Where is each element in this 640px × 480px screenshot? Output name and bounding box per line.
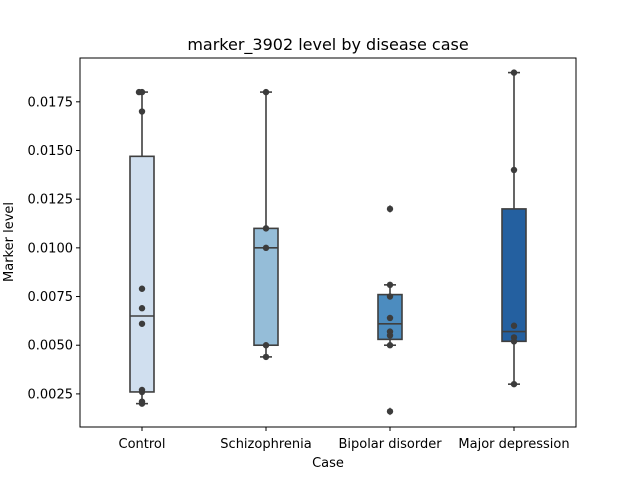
plot-frame xyxy=(79,57,577,428)
data-point xyxy=(386,342,394,349)
y-tick-label: 0.0175 xyxy=(28,95,74,110)
data-point xyxy=(138,320,146,327)
data-point xyxy=(135,88,143,96)
data-point xyxy=(510,322,518,329)
data-point xyxy=(138,400,146,407)
data-point xyxy=(262,244,270,252)
box-group-0 xyxy=(129,91,155,405)
y-tick-label: 0.0125 xyxy=(28,193,74,208)
data-point xyxy=(386,332,394,339)
data-point xyxy=(262,342,270,349)
box xyxy=(501,208,527,343)
y-tick-label: 0.0100 xyxy=(28,241,74,256)
data-point xyxy=(386,314,394,322)
data-point xyxy=(138,285,146,292)
y-tick-label: 0.0025 xyxy=(28,387,74,402)
data-point xyxy=(510,166,518,174)
x-axis: Control Schizophrenia Bipolar disorder Majo… xyxy=(119,427,570,452)
data-point xyxy=(138,108,146,115)
y-axis: 0.0025 0.0050 0.0075 0.0100 0.0125 0.0150 0.01… xyxy=(28,95,80,402)
y-axis-label: Marker level xyxy=(2,202,17,282)
data-point xyxy=(510,338,518,345)
y-tick-label: 0.0075 xyxy=(28,290,74,305)
data-point xyxy=(510,69,518,76)
data-point xyxy=(262,353,270,361)
x-axis-label: Case xyxy=(312,456,344,471)
x-tick-label: Control xyxy=(119,437,166,452)
data-point xyxy=(386,281,394,289)
plot-area xyxy=(129,69,527,416)
y-tick-label: 0.0050 xyxy=(28,339,74,354)
x-tick-label: Major depression xyxy=(458,437,569,452)
data-point xyxy=(510,380,518,388)
data-point xyxy=(138,305,146,312)
box xyxy=(129,155,155,393)
data-point xyxy=(386,205,394,213)
x-tick-label: Schizophrenia xyxy=(220,437,311,452)
box-group-2 xyxy=(377,204,403,416)
box-group-3 xyxy=(501,71,527,385)
data-point xyxy=(386,408,394,415)
box-group-1 xyxy=(253,91,279,358)
chart-title: marker_3902 level by disease case xyxy=(187,35,468,55)
data-point xyxy=(386,293,394,300)
y-tick-label: 0.0150 xyxy=(28,144,74,159)
data-point xyxy=(262,88,270,96)
data-point xyxy=(138,388,146,396)
data-point xyxy=(262,225,270,232)
x-tick-label: Bipolar disorder xyxy=(338,437,442,452)
